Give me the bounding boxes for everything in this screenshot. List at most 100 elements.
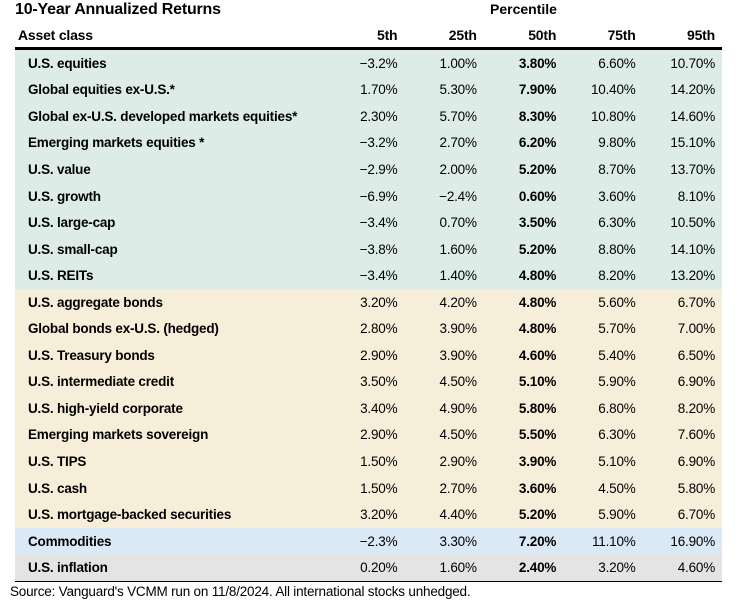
column-header-50th: 50th bbox=[483, 24, 564, 50]
value-cell: 10.80% bbox=[590, 108, 636, 124]
value-cell: 2.90% bbox=[360, 427, 398, 443]
asset-class-cell: Emerging markets sovereign bbox=[28, 427, 209, 443]
table-row: U.S. high-yield corporate 3.40% 4.90% 5.80%… bbox=[15, 395, 722, 422]
median-value-cell: 4.80% bbox=[518, 268, 557, 284]
value-cell: 10.40% bbox=[590, 82, 636, 98]
value-cell: 6.60% bbox=[598, 55, 636, 71]
asset-class-cell: Global equities ex-U.S.* bbox=[28, 82, 175, 98]
value-cell: 1.50% bbox=[360, 480, 398, 496]
value-cell: 6.90% bbox=[677, 453, 715, 469]
value-cell: 3.90% bbox=[439, 321, 477, 337]
table-row: U.S. equities −3.2% 1.00% 3.80% 6.60% 10.70% bbox=[15, 48, 722, 77]
asset-class-cell: U.S. growth bbox=[28, 188, 101, 204]
table-row: Emerging markets equities * −3.2% 2.70% 6.2… bbox=[15, 129, 722, 157]
table-row: Global ex-U.S. developed markets equitie… bbox=[15, 103, 722, 130]
value-cell: 10.50% bbox=[670, 215, 715, 231]
percentile-group-label: Percentile bbox=[490, 1, 557, 17]
value-cell: −2.4% bbox=[439, 188, 477, 204]
spacer-cell bbox=[643, 0, 722, 24]
value-cell: 3.20% bbox=[360, 294, 398, 310]
value-cell: 6.90% bbox=[677, 374, 715, 390]
spacer-cell bbox=[404, 0, 483, 24]
column-header-25th: 25th bbox=[404, 24, 484, 50]
value-cell: −3.2% bbox=[359, 55, 398, 71]
table-row: Global bonds ex-U.S. (hedged) 2.80% 3.90% 4… bbox=[15, 315, 722, 343]
asset-class-cell: U.S. mortgage-backed securities bbox=[28, 507, 232, 523]
page-title: 10-Year Annualized Returns bbox=[15, 1, 221, 18]
value-cell: 4.60% bbox=[642, 554, 722, 582]
value-cell: 6.30% bbox=[598, 215, 636, 231]
table-row: U.S. value −2.9% 2.00% 5.20% 8.70% 13.70% bbox=[15, 156, 722, 183]
median-value-cell: 3.50% bbox=[518, 215, 557, 231]
median-value-cell: 4.60% bbox=[518, 347, 557, 363]
value-cell: −3.4% bbox=[359, 215, 398, 231]
asset-class-cell: U.S. REITs bbox=[28, 268, 94, 284]
value-cell: 5.90% bbox=[598, 374, 636, 390]
value-cell: 1.60% bbox=[439, 241, 477, 257]
value-cell: 5.10% bbox=[598, 453, 636, 469]
value-cell: 2.30% bbox=[360, 108, 398, 124]
median-value-cell: 7.90% bbox=[518, 82, 557, 98]
median-value-cell: 0.60% bbox=[518, 188, 557, 204]
value-cell: 5.70% bbox=[598, 321, 636, 337]
value-cell: −2.3% bbox=[359, 533, 398, 549]
spacer-cell bbox=[563, 0, 642, 24]
table-row: U.S. TIPS 1.50% 2.90% 3.90% 5.10% 6.90% bbox=[15, 448, 722, 475]
median-value-cell: 8.30% bbox=[518, 108, 557, 124]
value-cell: 5.30% bbox=[439, 82, 477, 98]
table-row: U.S. small-cap −3.8% 1.60% 5.20% 8.80% 14.10% bbox=[15, 235, 722, 263]
value-cell: 14.10% bbox=[670, 241, 715, 257]
value-cell: 2.80% bbox=[360, 321, 398, 337]
table-row: U.S. aggregate bonds 3.20% 4.20% 4.80% 5.60%… bbox=[15, 288, 722, 316]
asset-class-cell: U.S. inflation bbox=[15, 554, 326, 582]
value-cell: −2.9% bbox=[359, 161, 398, 177]
table-row: Commodities −2.3% 3.30% 7.20% 11.10% 16.90% bbox=[15, 527, 722, 555]
value-cell: 5.90% bbox=[598, 507, 636, 523]
value-cell: 8.70% bbox=[598, 161, 636, 177]
value-cell: 3.30% bbox=[439, 533, 477, 549]
column-header-row: Asset class 5th 25th 50th 75th 95th bbox=[15, 24, 722, 50]
table-row: U.S. Treasury bonds 2.90% 3.90% 4.60% 5.40% 6… bbox=[15, 342, 722, 369]
asset-class-cell: U.S. aggregate bonds bbox=[28, 294, 163, 310]
value-cell: 15.10% bbox=[670, 135, 715, 151]
spacer-cell bbox=[325, 0, 404, 24]
median-value-cell: 3.60% bbox=[518, 480, 557, 496]
asset-class-cell: U.S. high-yield corporate bbox=[28, 400, 183, 416]
value-cell: 6.70% bbox=[677, 507, 715, 523]
median-value-cell: 6.20% bbox=[518, 135, 557, 151]
table-row: U.S. intermediate credit 3.50% 4.50% 5.10% 5… bbox=[15, 368, 722, 396]
median-value-cell: 5.80% bbox=[518, 400, 557, 416]
value-cell: 8.80% bbox=[598, 241, 636, 257]
asset-class-cell: U.S. small-cap bbox=[28, 241, 118, 257]
table-row: U.S. growth −6.9% −2.4% 0.60% 3.60% 8.10% bbox=[15, 182, 722, 210]
median-value-cell: 5.20% bbox=[518, 161, 557, 177]
asset-class-cell: Commodities bbox=[28, 533, 112, 549]
value-cell: 8.20% bbox=[598, 268, 636, 284]
value-cell: 1.00% bbox=[439, 55, 477, 71]
value-cell: 16.90% bbox=[670, 533, 715, 549]
table-row: U.S. mortgage-backed securities 3.20% 4.40… bbox=[15, 501, 722, 528]
value-cell: 2.70% bbox=[439, 135, 477, 151]
returns-table: 10-Year Annualized Returns Percentile As… bbox=[15, 0, 722, 582]
table-row: U.S. REITs −3.4% 1.40% 4.80% 8.20% 13.20% bbox=[15, 262, 722, 289]
median-value-cell: 5.10% bbox=[518, 374, 557, 390]
asset-class-cell: U.S. large-cap bbox=[28, 215, 116, 231]
value-cell: 3.40% bbox=[360, 400, 398, 416]
source-note: Source: Vanguard's VCMM run on 11/8/2024… bbox=[10, 584, 471, 599]
value-cell: 3.60% bbox=[598, 188, 636, 204]
median-value-cell: 4.80% bbox=[518, 294, 557, 310]
asset-class-cell: Global bonds ex-U.S. (hedged) bbox=[28, 321, 219, 337]
value-cell: 5.80% bbox=[677, 480, 715, 496]
value-cell: −3.4% bbox=[359, 268, 398, 284]
value-cell: 14.20% bbox=[670, 82, 715, 98]
asset-class-cell: U.S. value bbox=[28, 161, 91, 177]
value-cell: 4.40% bbox=[439, 507, 477, 523]
value-cell: 13.20% bbox=[670, 268, 715, 284]
table-row: U.S. cash 1.50% 2.70% 3.60% 4.50% 5.80% bbox=[15, 474, 722, 502]
value-cell: 5.70% bbox=[439, 108, 477, 124]
value-cell: 8.10% bbox=[677, 188, 715, 204]
asset-class-cell: Global ex-U.S. developed markets equitie… bbox=[28, 108, 298, 124]
value-cell: 5.40% bbox=[598, 347, 636, 363]
asset-class-cell: U.S. intermediate credit bbox=[28, 374, 174, 390]
value-cell: 3.20% bbox=[563, 554, 643, 582]
